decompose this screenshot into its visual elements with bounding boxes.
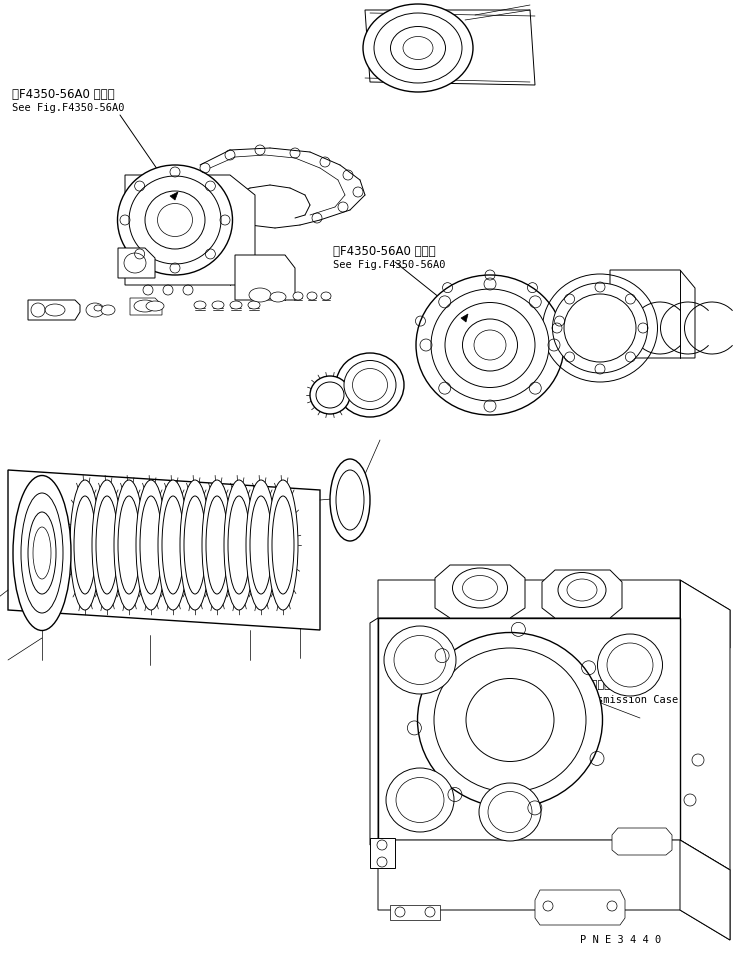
- Polygon shape: [118, 248, 155, 278]
- Ellipse shape: [564, 294, 636, 362]
- Ellipse shape: [21, 493, 63, 613]
- Polygon shape: [28, 300, 80, 320]
- Text: See Fig.F4350-56A0: See Fig.F4350-56A0: [333, 260, 446, 270]
- Polygon shape: [235, 255, 295, 300]
- Ellipse shape: [558, 573, 606, 607]
- Ellipse shape: [136, 480, 166, 610]
- Ellipse shape: [330, 459, 370, 541]
- Ellipse shape: [146, 301, 164, 311]
- Ellipse shape: [374, 13, 462, 83]
- Ellipse shape: [336, 470, 364, 530]
- Ellipse shape: [452, 568, 507, 608]
- Ellipse shape: [129, 176, 221, 264]
- Ellipse shape: [114, 480, 144, 610]
- Ellipse shape: [224, 480, 254, 610]
- Polygon shape: [680, 580, 730, 870]
- Ellipse shape: [352, 369, 388, 401]
- Ellipse shape: [445, 303, 535, 387]
- Ellipse shape: [310, 376, 350, 414]
- Ellipse shape: [145, 191, 205, 249]
- Ellipse shape: [386, 768, 454, 832]
- Ellipse shape: [250, 496, 272, 594]
- Ellipse shape: [272, 496, 294, 594]
- Ellipse shape: [431, 289, 549, 401]
- Polygon shape: [370, 838, 395, 868]
- Ellipse shape: [307, 292, 317, 300]
- Polygon shape: [370, 618, 378, 845]
- Polygon shape: [125, 175, 255, 285]
- Ellipse shape: [403, 36, 433, 59]
- Ellipse shape: [194, 301, 206, 309]
- Ellipse shape: [344, 360, 396, 409]
- Polygon shape: [8, 470, 320, 630]
- Ellipse shape: [202, 480, 232, 610]
- Ellipse shape: [206, 496, 228, 594]
- Ellipse shape: [92, 480, 122, 610]
- Ellipse shape: [418, 632, 603, 808]
- Ellipse shape: [479, 783, 541, 841]
- Ellipse shape: [13, 475, 71, 630]
- Polygon shape: [390, 905, 440, 920]
- Ellipse shape: [180, 480, 210, 610]
- Ellipse shape: [162, 496, 184, 594]
- Polygon shape: [365, 10, 535, 85]
- Ellipse shape: [336, 353, 404, 417]
- Polygon shape: [535, 890, 625, 925]
- Ellipse shape: [96, 496, 118, 594]
- Text: See Fig.F4350-56A0: See Fig.F4350-56A0: [12, 103, 125, 113]
- Ellipse shape: [416, 275, 564, 415]
- Polygon shape: [542, 570, 622, 618]
- Polygon shape: [378, 618, 680, 840]
- Ellipse shape: [94, 305, 102, 311]
- Ellipse shape: [28, 512, 56, 594]
- Ellipse shape: [86, 303, 104, 317]
- Text: Transmission Case: Transmission Case: [572, 695, 678, 705]
- Ellipse shape: [553, 283, 647, 373]
- Polygon shape: [378, 580, 730, 648]
- Text: トランスミッションケース: トランスミッションケース: [572, 680, 652, 690]
- Ellipse shape: [391, 27, 446, 70]
- Ellipse shape: [101, 305, 115, 315]
- Ellipse shape: [140, 496, 162, 594]
- Ellipse shape: [270, 292, 286, 302]
- Ellipse shape: [158, 480, 188, 610]
- Ellipse shape: [316, 382, 344, 408]
- Polygon shape: [435, 565, 525, 618]
- Ellipse shape: [74, 496, 96, 594]
- Polygon shape: [610, 270, 695, 358]
- Ellipse shape: [70, 480, 100, 610]
- Ellipse shape: [293, 292, 303, 300]
- Ellipse shape: [117, 165, 233, 275]
- Polygon shape: [130, 298, 162, 315]
- Polygon shape: [170, 192, 178, 200]
- Text: P N E 3 4 4 0: P N E 3 4 4 0: [580, 935, 661, 945]
- Ellipse shape: [230, 301, 242, 309]
- Polygon shape: [378, 840, 730, 940]
- Ellipse shape: [228, 496, 250, 594]
- Ellipse shape: [249, 288, 271, 302]
- Ellipse shape: [363, 4, 473, 92]
- Polygon shape: [612, 828, 672, 855]
- Ellipse shape: [134, 300, 156, 312]
- Ellipse shape: [184, 496, 206, 594]
- Ellipse shape: [246, 480, 276, 610]
- Text: 第F4350-56A0 図参照: 第F4350-56A0 図参照: [333, 245, 435, 258]
- Ellipse shape: [118, 496, 140, 594]
- Ellipse shape: [212, 301, 224, 309]
- Ellipse shape: [248, 301, 260, 309]
- Ellipse shape: [384, 626, 456, 694]
- Polygon shape: [461, 314, 468, 322]
- Ellipse shape: [597, 634, 663, 696]
- Polygon shape: [680, 840, 730, 940]
- Ellipse shape: [268, 480, 298, 610]
- Ellipse shape: [321, 292, 331, 300]
- Text: 第F4350-56A0 図参照: 第F4350-56A0 図参照: [12, 88, 114, 101]
